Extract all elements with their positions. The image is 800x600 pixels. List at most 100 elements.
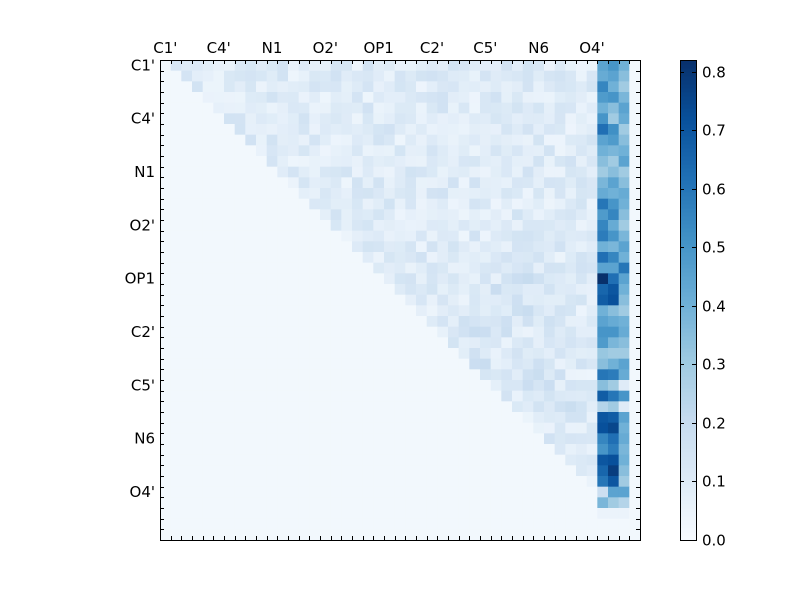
heatmap-cell [384, 209, 396, 221]
heatmap-cell [362, 92, 374, 104]
heatmap-cell [544, 188, 556, 200]
heatmap-cell [597, 230, 609, 242]
heatmap-cell [213, 81, 225, 93]
heatmap-cell [458, 529, 470, 541]
heatmap-cell [437, 70, 449, 82]
heatmap-cell [416, 262, 428, 274]
heatmap-cell [426, 220, 438, 232]
heatmap-cell [202, 177, 214, 189]
heatmap-cell [480, 465, 492, 477]
heatmap-cell [426, 124, 438, 136]
heatmap-cell [256, 380, 268, 392]
heatmap-cell [384, 497, 396, 509]
heatmap-cell [170, 390, 182, 402]
heatmap-cell [213, 316, 225, 328]
heatmap-cell [234, 145, 246, 157]
heatmap-cell [426, 337, 438, 349]
heatmap-cell [544, 294, 556, 306]
heatmap-cell [245, 390, 257, 402]
heatmap-cell [288, 454, 300, 466]
heatmap-cell [576, 444, 588, 456]
heatmap-cell [490, 348, 502, 360]
heatmap-cell [458, 220, 470, 232]
heatmap-cell [629, 145, 641, 157]
heatmap-cell [544, 241, 556, 253]
heatmap-cell [352, 294, 364, 306]
heatmap-cell [597, 156, 609, 168]
heatmap-cell [181, 444, 193, 456]
heatmap-cell [426, 444, 438, 456]
heatmap-cell [522, 401, 534, 413]
heatmap-cell [352, 326, 364, 338]
heatmap-cell [544, 230, 556, 242]
heatmap-cell [544, 476, 556, 488]
heatmap-cell [586, 102, 598, 114]
heatmap-cell [576, 305, 588, 317]
heatmap-cell [277, 198, 289, 210]
heatmap-cell [629, 60, 641, 72]
heatmap-cell [618, 145, 630, 157]
heatmap-cell [298, 166, 310, 178]
heatmap-cell [245, 60, 257, 72]
heatmap-cell [544, 497, 556, 509]
heatmap-cell [298, 433, 310, 445]
heatmap-cell [352, 209, 364, 221]
heatmap-cell [469, 454, 481, 466]
heatmap-cell [298, 305, 310, 317]
heatmap-cell [512, 476, 524, 488]
heatmap-cell [202, 134, 214, 146]
heatmap-cell [277, 220, 289, 232]
heatmap-cell [586, 508, 598, 520]
heatmap-cell [373, 252, 385, 264]
heatmap-cell [192, 156, 204, 168]
colorbar-step [680, 64, 696, 69]
colorbar-step [680, 144, 696, 149]
heatmap-cell [554, 145, 566, 157]
heatmap-cell [309, 326, 321, 338]
heatmap-cell [544, 145, 556, 157]
heatmap-cell [352, 518, 364, 530]
colorbar-step [680, 516, 696, 521]
heatmap-cell [352, 305, 364, 317]
heatmap-cell [565, 486, 577, 498]
heatmap-cell [288, 476, 300, 488]
colorbar-step [680, 284, 696, 289]
heatmap-cell [522, 198, 534, 210]
heatmap-cell [426, 518, 438, 530]
heatmap-cell [437, 134, 449, 146]
heatmap-cell [608, 422, 620, 434]
heatmap-cell [629, 433, 641, 445]
heatmap-cell [426, 166, 438, 178]
heatmap-cell [170, 262, 182, 274]
heatmap-cell [586, 337, 598, 349]
heatmap-cell [394, 92, 406, 104]
heatmap-cell [608, 102, 620, 114]
heatmap-cell [405, 252, 417, 264]
heatmap-cell [618, 262, 630, 274]
heatmap-cell [213, 145, 225, 157]
heatmap-cell [341, 476, 353, 488]
heatmap-cell [554, 92, 566, 104]
heatmap-cell [181, 102, 193, 114]
heatmap-cell [458, 81, 470, 93]
heatmap-cell [554, 390, 566, 402]
heatmap-cell [501, 70, 513, 82]
heatmap-cell [629, 166, 641, 178]
heatmap-cell [256, 444, 268, 456]
heatmap-cell [170, 529, 182, 541]
heatmap-cell [170, 209, 182, 221]
heatmap-cell [501, 529, 513, 541]
heatmap-cell [576, 358, 588, 370]
heatmap-cell [352, 113, 364, 125]
heatmap-cell [170, 252, 182, 264]
heatmap-cell [309, 476, 321, 488]
heatmap-cell [160, 433, 172, 445]
heatmap-cell [416, 316, 428, 328]
heatmap-cell [224, 422, 236, 434]
heatmap-cell [224, 241, 236, 253]
heatmap-cell [394, 230, 406, 242]
heatmap-cell [522, 412, 534, 424]
heatmap-cell [266, 348, 278, 360]
heatmap-cell [416, 486, 428, 498]
